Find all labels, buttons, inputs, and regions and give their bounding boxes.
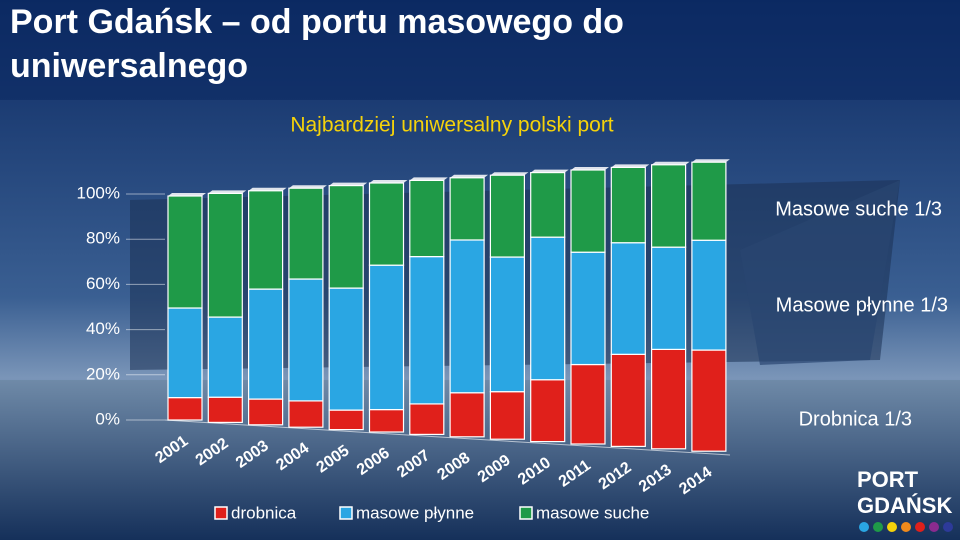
bar-top <box>369 180 408 183</box>
bar-segment <box>570 169 606 253</box>
bar-top <box>611 164 650 168</box>
bar-segment <box>207 396 243 423</box>
bar-segment <box>691 239 727 351</box>
title-band <box>0 0 960 100</box>
bar-segment <box>409 179 445 258</box>
bar-top <box>691 159 730 163</box>
bar-segment <box>248 288 284 400</box>
annotation: Masowe płynne 1/3 <box>776 294 948 316</box>
annotation: Drobnica 1/3 <box>799 408 912 430</box>
bar-top <box>409 177 448 181</box>
bar-segment <box>288 400 324 428</box>
bar-segment <box>248 398 284 426</box>
logo-dots <box>859 522 953 532</box>
legend-label: masowe suche <box>536 503 649 522</box>
bar-segment <box>650 246 687 351</box>
bar-segment <box>570 363 606 445</box>
bar-segment <box>248 190 284 290</box>
bar-segment <box>167 307 203 399</box>
bar-segment <box>530 172 566 238</box>
legend-label: drobnica <box>231 503 297 522</box>
bar-top <box>450 174 489 178</box>
bar-segment <box>570 251 606 366</box>
bar-segment <box>650 164 687 248</box>
logo-text: PORT <box>857 467 919 492</box>
subtitle: Najbardziej uniwersalny polski port <box>290 114 613 137</box>
y-tick-label: 20% <box>86 364 120 383</box>
bar-segment <box>489 391 525 440</box>
bar-segment <box>691 349 727 452</box>
bar-segment <box>368 408 405 433</box>
bar-segment <box>328 287 364 411</box>
bar-segment <box>207 316 243 398</box>
bar-segment <box>691 161 727 241</box>
legend-swatch <box>339 506 353 520</box>
y-tick-label: 80% <box>86 229 120 248</box>
bar-segment <box>449 239 485 394</box>
bar-segment <box>489 256 525 393</box>
bar-top <box>651 161 690 165</box>
bar-segment <box>610 242 646 355</box>
legend-swatch <box>214 506 228 520</box>
chart-title: Port Gdańsk – od portu masowego do uniwer… <box>10 3 624 85</box>
bar-top <box>571 167 609 170</box>
y-tick-label: 0% <box>95 409 120 428</box>
ship-bow <box>740 180 900 365</box>
bar-segment <box>328 185 364 289</box>
bar-segment <box>610 353 646 447</box>
bar-segment <box>288 278 324 402</box>
bar-segment <box>167 397 203 421</box>
bar-segment <box>409 256 445 405</box>
bar-top <box>208 190 247 194</box>
bar-segment <box>368 182 405 266</box>
bar-top <box>329 182 368 186</box>
bar-top <box>530 169 569 173</box>
bar-segment <box>449 392 485 438</box>
bar-segment <box>167 195 203 309</box>
bar-top <box>490 172 529 176</box>
bar-segment <box>207 192 243 318</box>
bar-segment <box>328 409 364 431</box>
y-tick-label: 100% <box>77 183 120 202</box>
bar-segment <box>288 187 324 280</box>
bar-segment <box>489 174 525 258</box>
logo-text: GDAŃSK <box>857 493 952 518</box>
bar-top <box>288 185 327 189</box>
bar-top <box>168 193 206 196</box>
bar-top <box>248 187 287 191</box>
bar-segment <box>650 348 687 450</box>
bar-segment <box>610 166 646 244</box>
bar-segment <box>449 177 485 241</box>
y-tick-label: 60% <box>86 274 120 293</box>
legend-swatch <box>519 506 533 520</box>
bar-segment <box>409 403 445 436</box>
bar-segment <box>530 379 566 443</box>
y-tick-label: 40% <box>86 319 120 338</box>
bar-segment <box>368 264 405 411</box>
annotation: Masowe suche 1/3 <box>775 198 942 220</box>
bar-segment <box>530 236 566 381</box>
axis <box>164 419 731 456</box>
legend-label: masowe płynne <box>356 503 474 522</box>
